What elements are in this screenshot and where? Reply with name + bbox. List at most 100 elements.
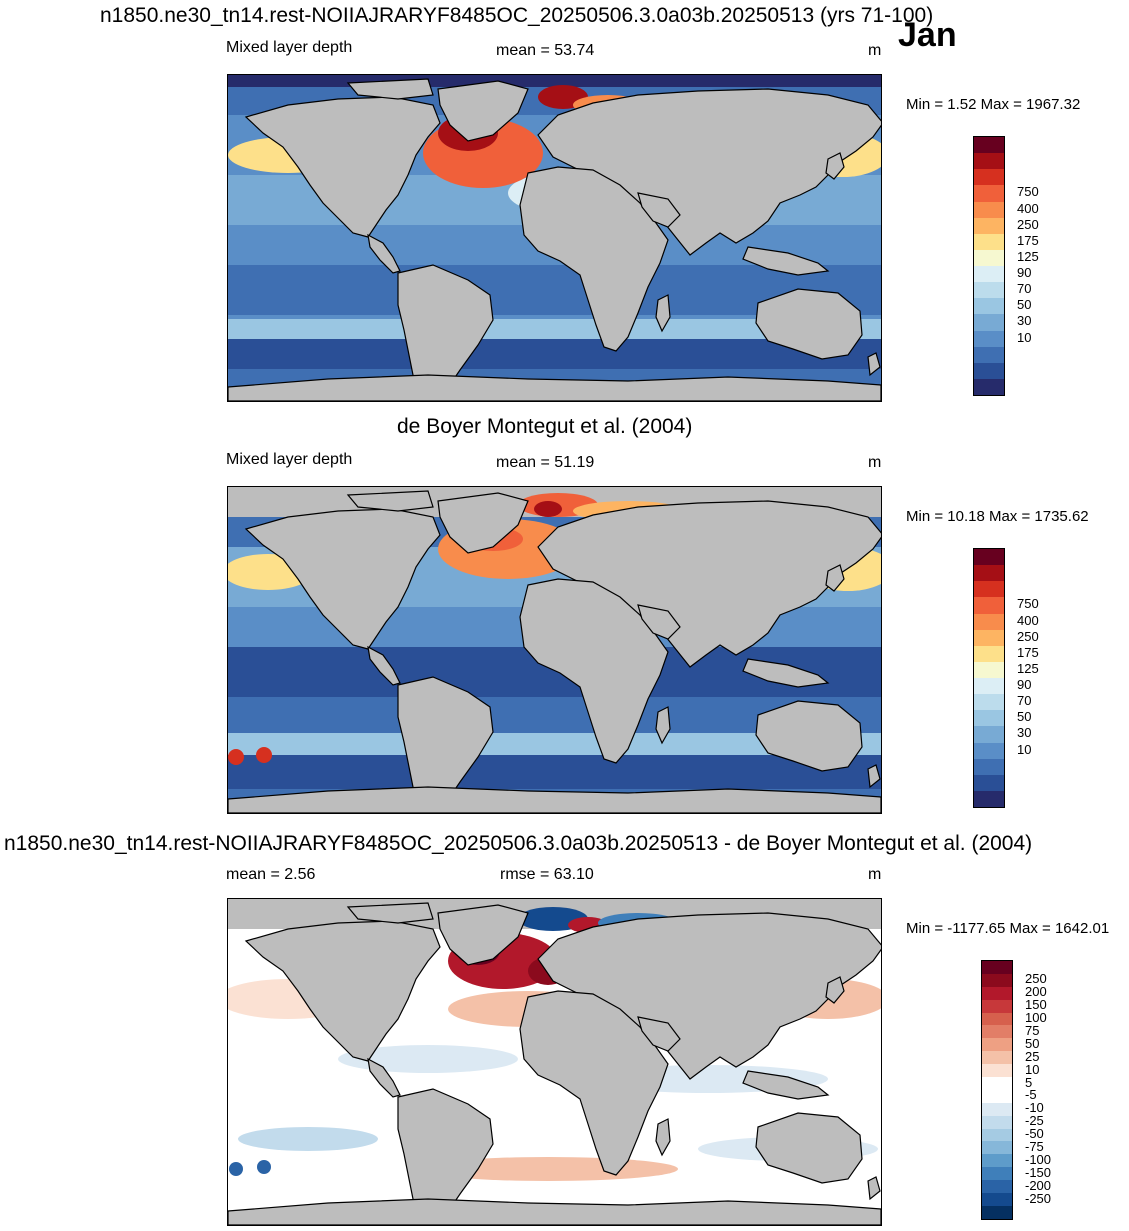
colorbar-swatch — [974, 185, 1004, 202]
colorbar-swatch — [982, 999, 1012, 1013]
colorbar-swatch — [974, 362, 1004, 379]
panel3-rmse: rmse = 63.10 — [500, 866, 594, 883]
colorbar-label: 10 — [1017, 329, 1032, 345]
colorbar-swatch — [974, 266, 1004, 283]
colorbar-label: 175 — [1017, 232, 1039, 248]
colorbar-swatch — [982, 1102, 1012, 1116]
colorbar-swatch — [982, 1154, 1012, 1168]
colorbar-label: 10 — [1017, 741, 1032, 757]
panel1-mean: mean = 53.74 — [496, 42, 595, 59]
colorbar-label: -250 — [1025, 1190, 1052, 1206]
colorbar-swatch — [982, 986, 1012, 1000]
panel3-mean: mean = 2.56 — [226, 866, 316, 883]
colorbar-swatch — [982, 973, 1012, 987]
panel3-map — [227, 898, 882, 1226]
colorbar-swatch — [982, 1167, 1012, 1181]
colorbar-label: 100 — [1025, 1010, 1047, 1026]
colorbar-label: 250 — [1017, 216, 1039, 232]
colorbar-swatch — [974, 613, 1004, 630]
colorbar-label: 10 — [1025, 1061, 1040, 1077]
colorbar-swatch — [982, 1025, 1012, 1039]
panel1-units: m — [868, 42, 882, 59]
colorbar-swatch — [974, 233, 1004, 250]
colorbar-label: 75 — [1025, 1022, 1040, 1038]
colorbar-swatch — [982, 1038, 1012, 1052]
colorbar-label: 50 — [1017, 297, 1032, 313]
panel2-minmax: Min = 10.18 Max = 1735.62 — [906, 508, 1089, 525]
colorbar-swatch — [974, 549, 1004, 566]
colorbar-swatch — [974, 710, 1004, 727]
colorbar-swatch — [974, 330, 1004, 347]
colorbar-swatch — [982, 1064, 1012, 1078]
colorbar-label: 250 — [1025, 971, 1047, 987]
colorbar-swatch — [982, 1193, 1012, 1206]
colorbar-label: 50 — [1025, 1035, 1040, 1051]
panel3-title: n1850.ne30_tn14.rest-NOIIAJRARYF8485OC_2… — [4, 832, 1033, 855]
panel3-minmax: Min = -1177.65 Max = 1642.01 — [906, 920, 1110, 937]
colorbar-label: 125 — [1017, 660, 1039, 676]
colorbar-swatch — [982, 1115, 1012, 1129]
panel3-units: m — [868, 866, 882, 883]
colorbar-swatch — [974, 565, 1004, 582]
colorbar-swatch — [974, 645, 1004, 662]
colorbar-swatch — [974, 774, 1004, 791]
colorbar-swatch — [982, 1012, 1012, 1026]
colorbar-label: 70 — [1017, 693, 1032, 709]
panel2-map — [227, 486, 882, 814]
colorbar-swatch — [974, 298, 1004, 315]
colorbar-swatch — [974, 249, 1004, 266]
colorbar-label: 750 — [1017, 184, 1039, 200]
colorbar-label: 90 — [1017, 265, 1032, 281]
panel2-title: de Boyer Montegut et al. (2004) — [397, 415, 693, 438]
colorbar-label: 150 — [1025, 997, 1047, 1013]
colorbar-swatch — [974, 726, 1004, 743]
colorbar-swatch — [982, 961, 1012, 974]
colorbar-label: 50 — [1017, 709, 1032, 725]
colorbar-label: 90 — [1017, 677, 1032, 693]
figure-title: n1850.ne30_tn14.rest-NOIIAJRARYF8485OC_2… — [100, 4, 934, 27]
colorbar-swatch — [974, 629, 1004, 646]
colorbar-label: 30 — [1017, 313, 1032, 329]
colorbar-swatch — [982, 1089, 1012, 1103]
panel1-variable: Mixed layer depth — [226, 39, 353, 56]
panel2-units: m — [868, 454, 882, 471]
panel1-map — [227, 74, 882, 402]
colorbar-swatch — [974, 137, 1004, 154]
colorbar-label: 750 — [1017, 596, 1039, 612]
colorbar-swatch — [974, 378, 1004, 395]
colorbar-swatch — [974, 201, 1004, 218]
colorbar-label: -100 — [1025, 1151, 1052, 1167]
colorbar-label: 70 — [1017, 281, 1032, 297]
colorbar-label: -150 — [1025, 1164, 1052, 1180]
colorbar-label: -10 — [1025, 1100, 1044, 1116]
colorbar-swatch — [982, 1077, 1012, 1090]
month-label: Jan — [898, 16, 957, 54]
colorbar-label: 30 — [1017, 725, 1032, 741]
colorbar-label: 400 — [1017, 200, 1039, 216]
colorbar-label: 250 — [1017, 628, 1039, 644]
colorbar-swatch — [974, 758, 1004, 775]
panel2-colorbar — [973, 548, 1005, 808]
colorbar-swatch — [982, 1141, 1012, 1155]
colorbar-swatch — [974, 581, 1004, 598]
colorbar-label: 25 — [1025, 1048, 1040, 1064]
colorbar-label: -75 — [1025, 1139, 1044, 1155]
colorbar-label: 400 — [1017, 612, 1039, 628]
colorbar-swatch — [974, 153, 1004, 170]
colorbar-swatch — [982, 1128, 1012, 1142]
colorbar-label: 125 — [1017, 248, 1039, 264]
colorbar-label: 5 — [1025, 1074, 1033, 1090]
colorbar-label: -50 — [1025, 1126, 1044, 1142]
panel1-colorbar — [973, 136, 1005, 396]
colorbar-swatch — [982, 1180, 1012, 1194]
panel1-minmax: Min = 1.52 Max = 1967.32 — [906, 96, 1081, 113]
colorbar-swatch — [982, 1205, 1012, 1219]
colorbar-label: -25 — [1025, 1113, 1044, 1129]
colorbar-label: -200 — [1025, 1177, 1052, 1193]
colorbar-swatch — [974, 790, 1004, 807]
colorbar-swatch — [974, 678, 1004, 695]
colorbar-swatch — [974, 282, 1004, 299]
colorbar-label: 200 — [1025, 984, 1047, 1000]
colorbar-swatch — [974, 314, 1004, 331]
colorbar-swatch — [974, 661, 1004, 678]
